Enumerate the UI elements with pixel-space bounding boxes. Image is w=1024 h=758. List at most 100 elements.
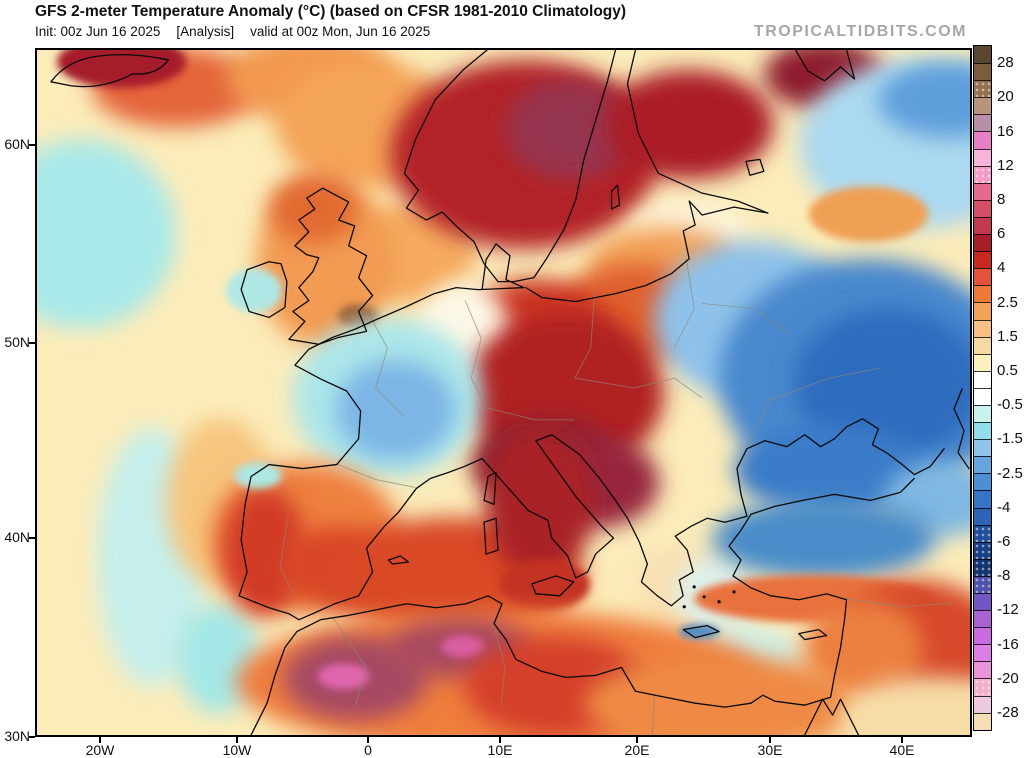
lon-tick-0 <box>367 737 369 743</box>
colorbar-segment-2.5_to_3 <box>974 285 991 303</box>
colorbar-label-12: 12 <box>997 156 1014 174</box>
colorbar-label--12: -12 <box>997 601 1019 619</box>
colorbar-segment-3_to_4 <box>974 268 991 286</box>
colorbar-segment-10_to_12 <box>974 165 991 183</box>
coast-corsica <box>483 471 497 505</box>
colorbar-label-16: 16 <box>997 122 1014 140</box>
coast-caspian <box>953 388 970 470</box>
valid-time: valid at 00z Mon, Jun 16 2025 <box>250 24 431 39</box>
lon-tick-30E <box>769 737 771 743</box>
page-title: GFS 2-meter Temperature Anomaly (°C) (ba… <box>35 3 627 20</box>
colorbar-label--20: -20 <box>997 669 1019 687</box>
region-barents-blue-streak <box>878 61 970 138</box>
region-sicily-red <box>500 560 590 610</box>
lon-tick-10E <box>499 737 501 743</box>
colorbar-label-0.5: 0.5 <box>997 361 1018 379</box>
colorbar-segment--12_to_-10 <box>974 593 991 611</box>
region-sweden-maroon-core <box>504 79 635 180</box>
colorbar-label-20: 20 <box>997 88 1014 106</box>
map-canvas[interactable] <box>35 48 972 737</box>
region-libya-egypt-orange <box>584 656 864 735</box>
colorbar-segment-7_to_8 <box>974 199 991 217</box>
colorbar-segment-4_to_5 <box>974 251 991 269</box>
region-italy-dark-red <box>485 427 595 577</box>
colorbar-label-2.5: 2.5 <box>997 293 1018 311</box>
colorbar-segment-_28 <box>974 46 991 64</box>
lon-label-10W: 10W <box>222 742 252 758</box>
colorbar-segment--2_to_-1.5 <box>974 439 991 457</box>
colorbar-segment-0_to_0.5 <box>974 370 991 388</box>
lon-label-40E: 40E <box>889 742 915 758</box>
region-ireland-cyan-patch <box>226 268 282 313</box>
colorbar-segment-18_to_20 <box>974 97 991 115</box>
colorbar-segment-16_to_18 <box>974 114 991 132</box>
colorbar-segment-14_to_16 <box>974 131 991 149</box>
region-atlantic-cool-west <box>37 139 177 329</box>
coastlines <box>50 50 970 735</box>
colorbar-label--4: -4 <box>997 498 1011 516</box>
anomaly-blobs <box>37 50 970 735</box>
colorbar-label--6: -6 <box>997 532 1011 550</box>
colorbar-label--0.5: -0.5 <box>997 396 1023 414</box>
lon-tick-20W <box>99 737 101 743</box>
colorbar <box>973 45 992 731</box>
colorbar-label-4: 4 <box>997 259 1006 277</box>
colorbar-segment--5_to_-4 <box>974 507 991 525</box>
colorbar-label--28: -28 <box>997 703 1019 721</box>
colorbar-segment-8_to_10 <box>974 182 991 200</box>
lon-label-20E: 20E <box>624 742 650 758</box>
region-atlas-pink-spot-east <box>441 635 486 658</box>
coast-gotland <box>610 184 621 210</box>
coast-turkey-levant-africa <box>250 513 848 735</box>
colorbar-segment-20_to_24 <box>974 80 991 98</box>
coast-sinai <box>804 698 860 735</box>
colorbar-label--16: -16 <box>997 635 1019 653</box>
lat-tick-60N <box>29 144 35 146</box>
colorbar-segment--1_to_-0.5 <box>974 404 991 423</box>
colorbar-segment-24_to_28 <box>974 63 991 81</box>
colorbar-segment--3_to_-2.5 <box>974 473 991 491</box>
colorbar-label-28: 28 <box>997 54 1014 72</box>
lat-label-30N: 30N <box>4 728 30 744</box>
colorbar-segment--4_to_-3 <box>974 490 991 508</box>
colorbar-segment--2.5_to_-2 <box>974 456 991 474</box>
lon-label-30E: 30E <box>757 742 783 758</box>
colorbar-segment--10_to_-8 <box>974 575 991 593</box>
lat-tick-40N <box>29 537 35 539</box>
coast-sicily <box>531 575 575 597</box>
region-turkey-blue-band <box>712 499 936 579</box>
colorbar-segment--20_to_-18 <box>974 661 991 679</box>
colorbar-segment--18_to_-16 <box>974 644 991 662</box>
colorbar-segment--1.5_to_-1 <box>974 422 991 440</box>
coast-balearics <box>387 555 410 565</box>
aegean-islands <box>682 585 736 609</box>
coast-sardinia <box>483 517 499 555</box>
colorbar-segment-12_to_14 <box>974 148 991 166</box>
region-finland-red <box>604 69 774 180</box>
lat-tick-50N <box>29 342 35 344</box>
country-borders <box>279 258 954 735</box>
coast-finland <box>626 50 769 214</box>
run-info: Init: 00z Jun 16 2025 [Analysis] valid at … <box>35 24 446 39</box>
lon-label-20W: 20W <box>85 742 115 758</box>
region-syria-orange <box>803 600 924 697</box>
lon-tick-10W <box>236 737 238 743</box>
coast-baltic-south <box>525 200 769 303</box>
region-ukraine-blue-core <box>793 308 970 458</box>
colorbar-segment-1_to_1.5 <box>974 336 991 354</box>
coast-cyprus <box>798 628 828 641</box>
coast-turkey-north <box>750 477 915 515</box>
coast-great-britain <box>288 187 374 345</box>
region-iceland-hot <box>56 50 187 88</box>
coast-denmark <box>481 243 525 291</box>
lon-label-10E: 10E <box>487 742 513 758</box>
colorbar-segment--7_to_-6 <box>974 541 991 559</box>
lon-label-0: 0 <box>364 742 372 758</box>
analysis-tag: [Analysis] <box>176 24 235 39</box>
lat-tick-30N <box>29 736 35 738</box>
colorbar-segment-5_to_6 <box>974 234 991 252</box>
colorbar-segment--14_to_-12 <box>974 610 991 628</box>
colorbar-segment-2_to_2.5 <box>974 302 991 320</box>
lon-tick-20E <box>636 737 638 743</box>
coast-france-iberia <box>238 306 483 621</box>
